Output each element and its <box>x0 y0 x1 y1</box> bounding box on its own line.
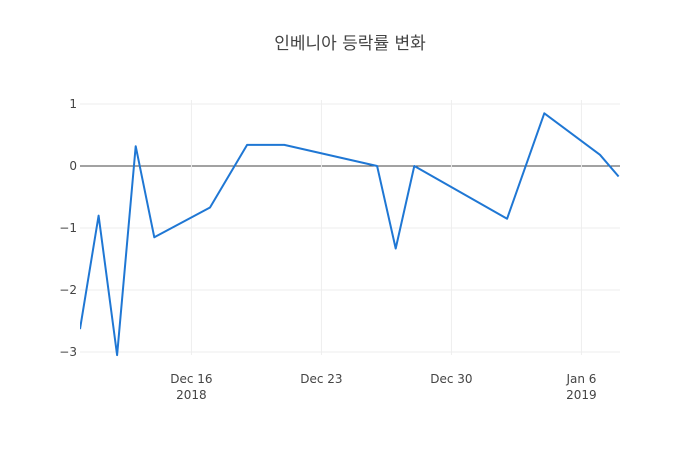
y-tick-label: 1 <box>69 97 77 111</box>
x-tick-sublabel: 2019 <box>566 388 597 402</box>
x-tick-label: Dec 23 <box>300 372 342 386</box>
x-tick-label: Jan 6 <box>565 372 596 386</box>
chart-title: 인베니아 등락률 변화 <box>274 34 426 54</box>
axis-layer: 1 0 −1 −2 −3 Dec 16 2018 Dec 23 Dec 30 Jan 6 2019 <box>59 97 596 402</box>
x-tick-label: Dec 16 <box>170 372 212 386</box>
x-tick-sublabel: 2018 <box>176 388 207 402</box>
y-tick-label: −3 <box>59 345 77 359</box>
x-tick-label: Dec 30 <box>430 372 472 386</box>
y-tick-label: −2 <box>59 283 77 297</box>
y-tick-label: 0 <box>69 159 77 173</box>
series-layer <box>80 112 620 357</box>
y-tick-label: −1 <box>59 221 77 235</box>
